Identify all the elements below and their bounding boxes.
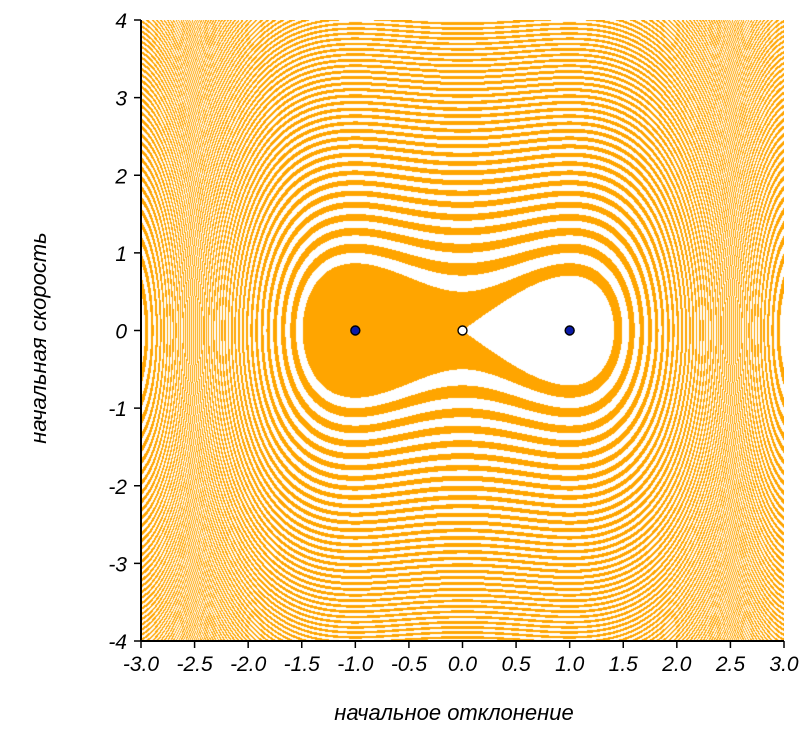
y-tick-label: 1 xyxy=(115,243,127,266)
x-tick-label: 2.5 xyxy=(715,653,746,676)
y-axis-title: начальная скорость xyxy=(26,232,51,443)
x-tick-label: 3.0 xyxy=(769,653,799,676)
x-tick-label: -2.5 xyxy=(176,653,213,676)
y-tick-label: 2 xyxy=(114,165,127,188)
x-tick-label: 0.0 xyxy=(448,653,478,676)
y-tick-label: 3 xyxy=(115,88,127,111)
equilibrium-points xyxy=(350,325,575,336)
x-tick-label: 2.0 xyxy=(661,653,692,676)
y-tick-label: -1 xyxy=(108,398,127,421)
x-tick-label: 0.5 xyxy=(501,653,531,676)
x-tick-label: 1.0 xyxy=(555,653,585,676)
axes: -3.0 -2.5 -2.0 -1.5 -1.0 -0.5 0.0 0.5 1.0 1.5 2.0 2… xyxy=(108,10,799,676)
x-tick-label: -1.0 xyxy=(337,653,374,676)
x-tick-label: -3.0 xyxy=(123,653,160,676)
unstable-equilibrium-point xyxy=(457,325,468,336)
x-axis-title: начальное отклонение xyxy=(334,700,573,725)
y-tick-label: -2 xyxy=(108,476,127,499)
y-tick-label: -3 xyxy=(108,553,127,576)
y-tick-label: -4 xyxy=(108,631,127,654)
y-tick-label: 0 xyxy=(115,321,127,344)
stable-equilibrium-point xyxy=(564,325,575,336)
x-tick-label: -0.5 xyxy=(391,653,428,676)
stable-equilibrium-point xyxy=(350,325,361,336)
x-tick-label: 1.5 xyxy=(609,653,639,676)
x-tick-label: -1.5 xyxy=(284,653,321,676)
y-tick-label: 4 xyxy=(115,10,127,33)
x-tick-label: -2.0 xyxy=(230,653,267,676)
